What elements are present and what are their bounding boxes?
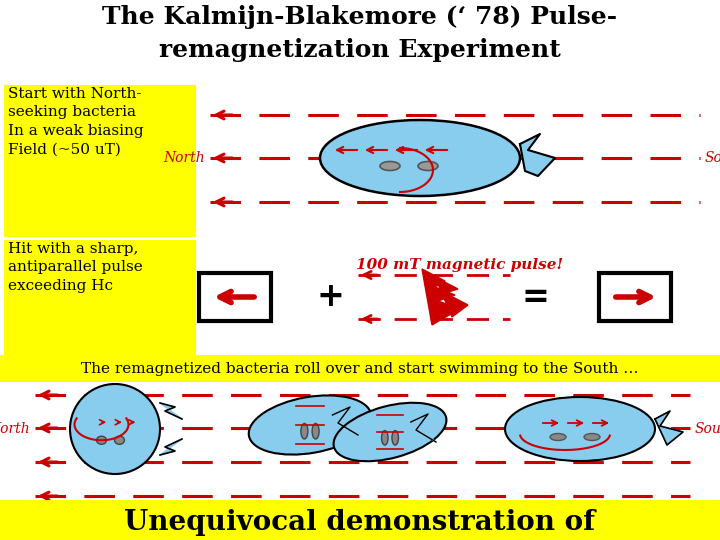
Polygon shape (333, 407, 358, 435)
Text: The Kalmijn-Blakemore (‘ 78) Pulse-: The Kalmijn-Blakemore (‘ 78) Pulse- (102, 5, 618, 29)
Ellipse shape (70, 384, 160, 474)
Text: North: North (163, 151, 205, 165)
Text: +: + (316, 280, 344, 314)
Text: The remagnetized bacteria roll over and start swimming to the South …: The remagnetized bacteria roll over and … (81, 361, 639, 375)
Ellipse shape (301, 423, 308, 439)
Ellipse shape (333, 403, 446, 461)
Bar (599, 273, 671, 321)
Polygon shape (160, 439, 182, 455)
Ellipse shape (584, 434, 600, 441)
Bar (199, 273, 271, 321)
Bar (4, 85, 196, 237)
Bar (4, 240, 196, 355)
Text: Hit with a sharp,
antiparallel pulse
exceeding Hc: Hit with a sharp, antiparallel pulse exc… (8, 242, 143, 293)
Ellipse shape (418, 161, 438, 171)
Ellipse shape (114, 436, 125, 444)
Ellipse shape (248, 395, 372, 455)
Bar (0, 500, 720, 540)
Ellipse shape (380, 161, 400, 171)
Polygon shape (160, 403, 182, 419)
Text: North: North (0, 422, 30, 436)
Ellipse shape (382, 430, 388, 445)
Text: 100 mT magnetic pulse!: 100 mT magnetic pulse! (356, 258, 564, 272)
Bar (0, 355, 720, 382)
Ellipse shape (96, 436, 107, 444)
Text: =: = (521, 280, 549, 314)
Text: South: South (695, 422, 720, 436)
Text: remagnetization Experiment: remagnetization Experiment (159, 38, 561, 62)
Ellipse shape (392, 430, 398, 445)
Ellipse shape (550, 434, 566, 441)
Polygon shape (411, 414, 436, 442)
Ellipse shape (320, 120, 520, 196)
Text: Start with North-
seeking bacteria
In a weak biasing
Field (~50 uT): Start with North- seeking bacteria In a … (8, 87, 143, 156)
Ellipse shape (312, 423, 319, 439)
Polygon shape (435, 277, 468, 317)
Polygon shape (520, 134, 555, 176)
Text: South: South (705, 151, 720, 165)
Ellipse shape (505, 397, 655, 461)
Polygon shape (422, 269, 460, 325)
Polygon shape (655, 411, 683, 445)
Text: Unequivocal demonstration of: Unequivocal demonstration of (125, 509, 595, 536)
